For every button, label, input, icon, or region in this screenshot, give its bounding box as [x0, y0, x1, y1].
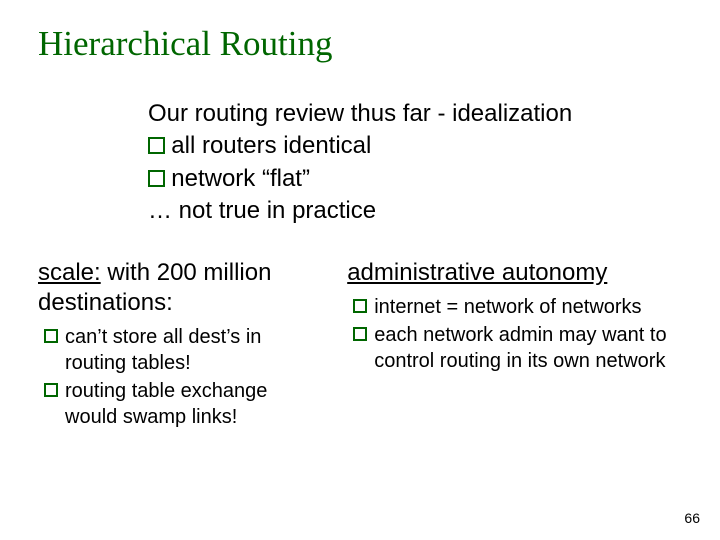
right-column: administrative autonomy internet = netwo… [347, 258, 682, 430]
right-list: internet = network of networks each netw… [347, 294, 682, 374]
left-heading-underlined: scale: [38, 259, 101, 286]
checkbox-icon [44, 329, 58, 343]
left-bullet-2: routing table exchange would swamp links… [65, 378, 323, 430]
left-bullet-1: can’t store all dest’s in routing tables… [65, 324, 323, 376]
page-number: 66 [684, 510, 700, 526]
intro-prefix: Our routing review thus far - idealizati… [148, 98, 682, 130]
intro-bullet-2-text: network “flat” [171, 165, 310, 192]
list-item: each network admin may want to control r… [353, 322, 682, 374]
list-item: internet = network of networks [353, 294, 682, 320]
checkbox-icon [353, 299, 367, 313]
intro-block: Our routing review thus far - idealizati… [148, 98, 682, 228]
left-heading: scale: with 200 million destinations: [38, 258, 323, 318]
list-item: can’t store all dest’s in routing tables… [44, 324, 323, 376]
slide-title: Hierarchical Routing [38, 24, 682, 64]
checkbox-icon [148, 170, 165, 187]
left-list: can’t store all dest’s in routing tables… [38, 324, 323, 430]
intro-bullet-1: all routers identical [148, 130, 682, 162]
checkbox-icon [44, 383, 58, 397]
intro-bullet-2: network “flat” [148, 163, 682, 195]
list-item: routing table exchange would swamp links… [44, 378, 323, 430]
slide: Hierarchical Routing Our routing review … [0, 0, 720, 540]
right-heading-underlined: administrative autonomy [347, 259, 607, 286]
checkbox-icon [148, 137, 165, 154]
right-heading: administrative autonomy [347, 258, 682, 288]
intro-suffix: … not true in practice [148, 195, 682, 227]
right-bullet-2: each network admin may want to control r… [374, 322, 682, 374]
left-column: scale: with 200 million destinations: ca… [38, 258, 323, 430]
columns: scale: with 200 million destinations: ca… [38, 258, 682, 430]
checkbox-icon [353, 327, 367, 341]
intro-bullet-1-text: all routers identical [171, 132, 371, 159]
right-bullet-1: internet = network of networks [374, 294, 641, 320]
